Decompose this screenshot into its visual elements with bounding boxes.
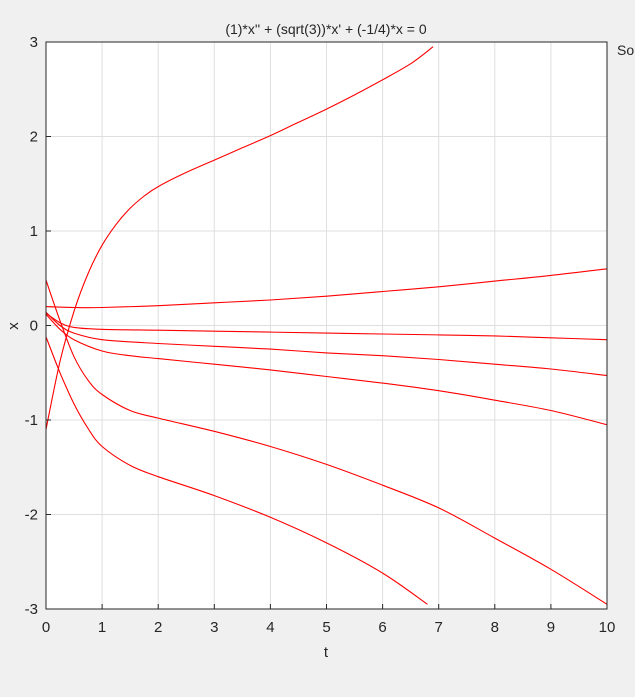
y-tick-label: -3 xyxy=(25,601,38,618)
y-tick-label: 2 xyxy=(30,129,38,146)
x-tick-label: 4 xyxy=(266,619,274,636)
solution-curve-3 xyxy=(45,312,608,341)
solution-curve-5 xyxy=(45,313,608,426)
y-tick-label: -1 xyxy=(25,412,38,429)
x-tick-label: 5 xyxy=(322,619,330,636)
solution-curve-2 xyxy=(45,268,608,309)
x-tick-label: 10 xyxy=(599,619,616,636)
y-tick-label: 0 xyxy=(30,318,38,335)
y-tick-label: 1 xyxy=(30,223,38,240)
x-tick-label: 2 xyxy=(154,619,162,636)
solution-curve-1 xyxy=(45,46,434,430)
solution-curve-6 xyxy=(45,279,608,605)
y-tick-label: -2 xyxy=(25,507,38,524)
x-tick-label: 8 xyxy=(491,619,499,636)
x-tick-label: 0 xyxy=(42,619,50,636)
solution-curve-4 xyxy=(45,311,608,377)
ticks: 0 1 2 3 4 5 6 7 8 9 10 -3 -2 -1 0 1 2 3 xyxy=(25,34,616,636)
x-tick-label: 6 xyxy=(378,619,386,636)
y-tick-label: 3 xyxy=(30,34,38,51)
side-label: So xyxy=(617,42,634,58)
chart-title: (1)*x'' + (sqrt(3))*x' + (-1/4)*x = 0 xyxy=(225,21,427,37)
x-axis-label: t xyxy=(324,644,329,661)
y-axis-label: x xyxy=(5,322,22,330)
x-tick-label: 9 xyxy=(547,619,555,636)
series-group xyxy=(45,46,608,605)
solution-curve-7 xyxy=(45,336,428,605)
x-tick-label: 3 xyxy=(210,619,218,636)
x-tick-label: 7 xyxy=(435,619,443,636)
x-tick-label: 1 xyxy=(98,619,106,636)
